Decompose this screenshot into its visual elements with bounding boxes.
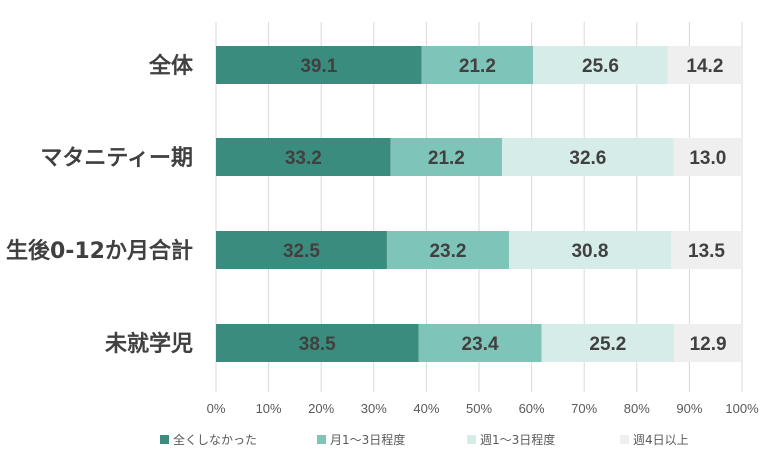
x-tick-label: 50% (466, 401, 492, 416)
x-tick-label: 100% (725, 401, 759, 416)
data-label: 33.2 (285, 148, 322, 169)
legend: 全くしなかった 月1～3日程度 週1～3日程度 週4日以上 (160, 432, 689, 447)
x-tick-label: 70% (571, 401, 597, 416)
bar-segment (673, 138, 742, 176)
bar-segment (216, 46, 422, 84)
legend-swatch (467, 435, 476, 444)
bar-segment (533, 46, 668, 84)
x-tick-label: 60% (519, 401, 545, 416)
x-tick-label: 80% (624, 401, 650, 416)
x-tick-label: 20% (308, 401, 334, 416)
x-tick-label: 0% (207, 401, 226, 416)
data-label: 21.2 (459, 56, 496, 77)
data-label: 30.8 (571, 241, 608, 262)
legend-swatch (620, 435, 629, 444)
data-label: 12.9 (690, 334, 727, 355)
legend-label: 週4日以上 (633, 433, 689, 447)
category-label: 生後0-12か月合計 (6, 238, 193, 264)
category-label: 未就学児 (105, 331, 193, 357)
data-label: 25.2 (589, 334, 626, 355)
x-axis-ticks: 0% 10% 20% 30% 40% 50% 60% 70% 80% 90% 100% (207, 401, 759, 416)
category-label: マタニティー期 (40, 146, 193, 171)
bar-segment (674, 324, 742, 362)
bar-segment (421, 46, 534, 84)
data-label: 13.0 (689, 148, 726, 169)
x-tick-label: 10% (256, 401, 282, 416)
data-label: 23.2 (429, 241, 466, 262)
data-label: 21.2 (428, 148, 465, 169)
data-label: 39.1 (300, 56, 337, 77)
legend-swatch (160, 435, 169, 444)
x-tick-label: 30% (361, 401, 387, 416)
data-labels: 39.1 21.2 25.6 14.2 33.2 21.2 32.6 13.0 32.5 23.2… (283, 56, 727, 355)
legend-label: 週1～3日程度 (480, 432, 555, 447)
bar-segment (541, 324, 675, 362)
bar-segment (670, 231, 742, 269)
bars (216, 46, 742, 362)
category-label: 全体 (148, 53, 194, 79)
bar-segment (667, 46, 742, 84)
bar-segment (390, 138, 503, 176)
legend-label: 全くしなかった (173, 432, 257, 447)
legend-swatch (317, 435, 326, 444)
bar-segment (386, 231, 509, 269)
bar-segment (216, 324, 419, 362)
bar-segment (216, 138, 391, 176)
bar-segment (508, 231, 671, 269)
data-label: 32.6 (569, 148, 606, 169)
data-label: 32.5 (283, 241, 320, 262)
bar-segment (418, 324, 542, 362)
data-label: 25.6 (582, 56, 619, 77)
legend-label: 月1～3日程度 (330, 432, 405, 447)
x-tick-label: 40% (413, 401, 439, 416)
data-label: 14.2 (686, 56, 723, 77)
data-label: 13.5 (688, 241, 725, 262)
data-label: 38.5 (299, 334, 336, 355)
data-label: 23.4 (462, 334, 499, 355)
x-tick-label: 90% (676, 401, 702, 416)
bar-segment (216, 231, 387, 269)
bar-segment (502, 138, 674, 176)
